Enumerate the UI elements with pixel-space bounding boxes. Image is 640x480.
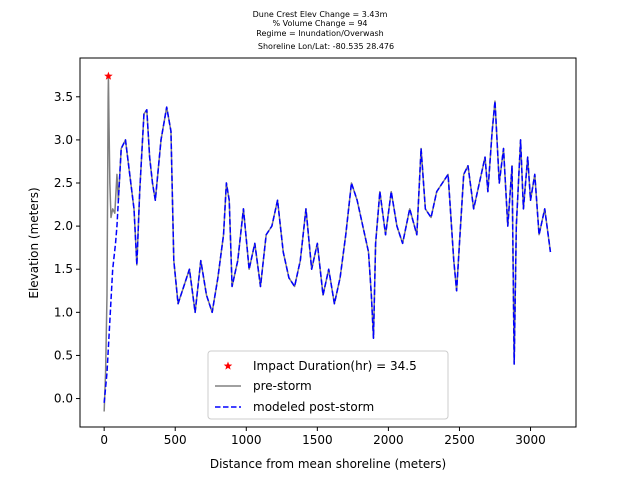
y-tick-label: 0.0 [54, 392, 73, 406]
chart-title: Dune Crest Elev Change = 3.43m % Volume … [253, 10, 394, 51]
x-tick-label: 0 [100, 433, 108, 447]
legend-star-icon [223, 361, 233, 370]
y-tick-label: 2.0 [54, 219, 73, 233]
legend-box [207, 350, 449, 420]
title-line-1: Dune Crest Elev Change = 3.43m [253, 10, 388, 19]
legend-entry-pre-storm: pre-storm [215, 379, 312, 393]
y-axis-ticks: 0.0 0.5 1.0 1.5 2.0 2.5 3.0 3.5 [54, 90, 80, 406]
x-tick-label: 500 [164, 433, 187, 447]
y-axis-label: Elevation (meters) [27, 187, 41, 298]
legend-label-post-storm: modeled post-storm [253, 400, 374, 414]
y-tick-label: 3.0 [54, 133, 73, 147]
legend-label-pre-storm: pre-storm [253, 379, 312, 393]
y-tick-label: 2.5 [54, 176, 73, 190]
axes-frame [79, 57, 577, 428]
y-tick-label: 0.5 [54, 348, 73, 362]
title-line-4: Shoreline Lon/Lat: -80.535 28.476 [258, 42, 394, 51]
y-tick-label: 1.5 [54, 262, 73, 276]
impact-star-marker [104, 71, 113, 80]
plot-area [103, 71, 552, 412]
x-tick-label: 1500 [302, 433, 333, 447]
x-tick-label: 2500 [444, 433, 475, 447]
legend-entry-post-storm: modeled post-storm [215, 400, 374, 414]
x-tick-label: 3000 [515, 433, 546, 447]
x-tick-label: 1000 [231, 433, 262, 447]
y-tick-label: 1.0 [54, 305, 73, 319]
y-tick-label: 3.5 [54, 90, 73, 104]
legend-entry-impact: Impact Duration(hr) = 34.5 [223, 359, 417, 373]
x-axis-label: Distance from mean shoreline (meters) [210, 457, 446, 471]
x-tick-label: 2000 [373, 433, 404, 447]
legend-label-impact: Impact Duration(hr) = 34.5 [253, 359, 417, 373]
series-line-modeled-post-storm [103, 100, 552, 403]
title-line-2: % Volume Change = 94 [272, 19, 367, 28]
legend: Impact Duration(hr) = 34.5 pre-storm mod… [207, 350, 449, 420]
title-line-3: Regime = Inundation/Overwash [256, 29, 383, 38]
x-axis-ticks: 0 500 1000 1500 2000 2500 3000 [100, 427, 546, 447]
